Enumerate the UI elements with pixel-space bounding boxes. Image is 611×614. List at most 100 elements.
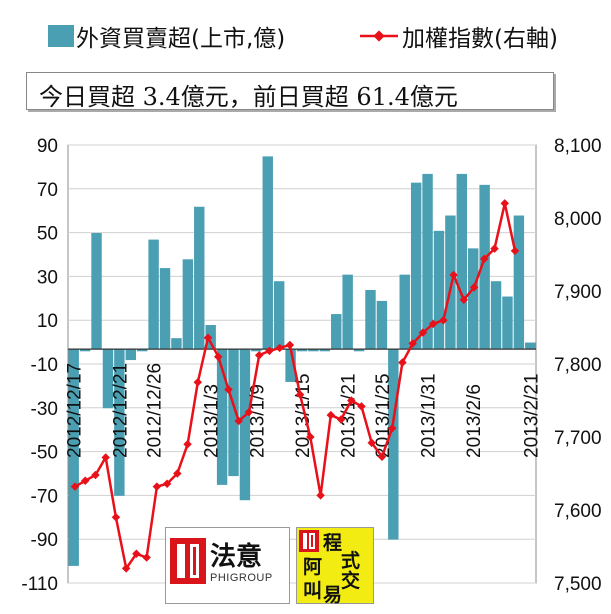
index-point [408, 339, 417, 348]
index-point [203, 333, 213, 342]
bar [513, 215, 525, 350]
logo-char-6: 易 [323, 584, 343, 606]
left-axis-ticks: 90 70 50 30 10 -10 -30 -50 -70 -90 -110 [21, 136, 58, 595]
bar [319, 349, 331, 352]
right-tick-label: 7,600 [554, 501, 602, 522]
legend-line-label: 加權指數(右軸) [402, 26, 558, 52]
bar [365, 289, 376, 350]
index-point [428, 319, 438, 329]
bar [68, 349, 79, 566]
phigroup-logo-mark [170, 538, 206, 584]
bar [422, 173, 433, 350]
bar [159, 268, 171, 350]
index-point [254, 350, 264, 360]
index-point [295, 390, 305, 399]
bar [262, 156, 273, 350]
left-tick-label: 10 [37, 311, 58, 332]
program-trading-logo: 程 阿 式 叫 交 易 [296, 527, 374, 606]
index-point [469, 283, 479, 292]
right-tick-label: 7,800 [554, 355, 602, 376]
index-point [326, 410, 336, 420]
index-point [70, 482, 80, 491]
bar [456, 173, 468, 350]
x-tick-label: 2013/1/25 [373, 373, 394, 458]
bar [285, 349, 296, 382]
legend-item-line: 加權指數(右軸) [356, 22, 558, 52]
bar-series [68, 156, 536, 566]
chart-legend: 外資買賣超(上市,億) 加權指數(右軸) [0, 0, 611, 62]
logo-char-2: 阿 [303, 556, 323, 578]
right-tick-label: 7,700 [554, 428, 602, 449]
bar [331, 314, 342, 350]
bar [399, 274, 410, 350]
left-tick-label: 50 [37, 224, 58, 245]
index-point [306, 432, 315, 442]
bar [91, 233, 102, 350]
logo-char-3: 式 [341, 550, 361, 572]
bar [114, 349, 125, 496]
index-point [336, 415, 346, 424]
phigroup-logo: 法意 PHIGROUP [165, 527, 290, 604]
index-point [162, 479, 172, 488]
left-tick-label: 30 [37, 267, 58, 288]
index-point [347, 396, 356, 405]
right-axis-ticks: 8,100 8,000 7,900 7,800 7,700 7,600 7,500 [554, 136, 602, 595]
index-point [224, 385, 233, 394]
legend-bar-swatch [48, 25, 74, 47]
index-point [285, 340, 295, 350]
left-tick-label: -70 [31, 486, 58, 507]
bar [182, 259, 194, 350]
bar [228, 349, 239, 477]
bar [388, 349, 399, 540]
logo-char-4: 叫 [303, 580, 323, 602]
bar [136, 349, 148, 352]
bar [216, 349, 228, 485]
bar [79, 349, 91, 352]
left-tick-label: -110 [21, 574, 58, 595]
bar [479, 184, 490, 350]
right-tick-label: 8,100 [554, 136, 602, 157]
left-tick-label: 70 [37, 180, 58, 201]
x-tick-label: 2013/1/21 [339, 373, 360, 458]
index-point [244, 407, 254, 417]
bar [376, 300, 388, 350]
right-tick-label: 7,900 [554, 282, 602, 303]
index-point [387, 423, 397, 433]
line-series [70, 199, 520, 573]
logo-char-1: 程 [323, 532, 343, 554]
index-point [234, 416, 243, 426]
left-tick-label: -90 [31, 530, 58, 551]
left-tick-label: -10 [31, 355, 58, 376]
index-point [275, 343, 284, 353]
x-axis-labels: 2012/12/17 2012/12/21 2012/12/26 2013/1/3 20… [65, 363, 543, 458]
bar [148, 239, 159, 350]
legend-line-swatch [360, 30, 398, 42]
index-point [439, 315, 448, 325]
index-point [418, 328, 428, 337]
x-tick-label: 2013/2/21 [521, 373, 542, 458]
x-tick-label: 2012/12/26 [145, 363, 166, 458]
index-point [101, 453, 110, 462]
bar [171, 338, 182, 350]
bar [433, 230, 445, 350]
right-tick-label: 7,500 [554, 574, 602, 595]
phigroup-logo-sub: PHIGROUP [210, 572, 273, 584]
bar [410, 182, 422, 350]
phigroup-logo-name: 法意 [210, 542, 263, 572]
program-trading-logo-mark [299, 530, 319, 552]
index-point [357, 402, 366, 411]
index-point [80, 476, 90, 486]
bar [296, 349, 308, 352]
summary-text: 今日買超 3.4億元，前日買超 61.4億元 [39, 83, 458, 111]
index-point [152, 482, 162, 491]
left-tick-label: -50 [31, 443, 58, 464]
bar [490, 281, 502, 350]
index-point [173, 469, 182, 478]
logo-char-5: 交 [341, 570, 361, 592]
x-tick-label: 2013/2/6 [464, 384, 485, 458]
bar [502, 296, 513, 350]
index-point [500, 199, 510, 208]
x-tick-label: 2013/1/3 [202, 384, 223, 458]
bar [445, 215, 456, 350]
